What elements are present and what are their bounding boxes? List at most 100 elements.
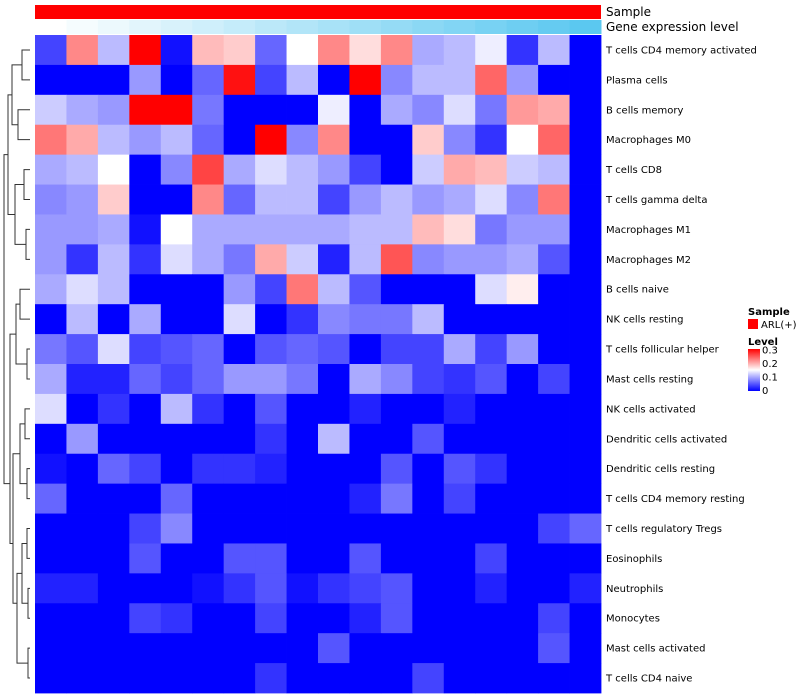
heatmap-cell xyxy=(538,543,570,574)
heatmap-cell xyxy=(349,453,382,485)
heatmap-cell xyxy=(380,573,413,604)
heatmap-cell xyxy=(35,94,67,126)
row-label: Eosinophils xyxy=(606,554,662,565)
heatmap-cell xyxy=(66,244,99,275)
heatmap-cell xyxy=(35,244,67,275)
heatmap-cell xyxy=(380,94,413,126)
legend-sample-entry: ARL(+) xyxy=(761,320,797,331)
heatmap-cell xyxy=(569,214,602,245)
heatmap-cell xyxy=(506,154,539,185)
heatmap-cell xyxy=(286,393,319,425)
heatmap-cell xyxy=(160,274,193,305)
heatmap-cell xyxy=(475,94,508,126)
heatmap-cell xyxy=(97,543,130,574)
heatmap-cell xyxy=(35,304,67,335)
heatmap-cell xyxy=(192,184,225,215)
heatmap-cell xyxy=(569,334,602,365)
heatmap-cell xyxy=(286,573,319,604)
heatmap-cell xyxy=(475,334,508,365)
heatmap-cell xyxy=(223,603,256,634)
heatmap-cell xyxy=(443,64,476,96)
heatmap-cell xyxy=(66,603,99,634)
heatmap-cell xyxy=(66,334,99,365)
heatmap-cell xyxy=(349,663,382,694)
heatmap-cell xyxy=(160,423,193,455)
heatmap-cell xyxy=(506,423,539,455)
expression-level-cell xyxy=(286,20,319,34)
heatmap-cell xyxy=(223,543,256,574)
row-label: T cells CD4 memory resting xyxy=(605,494,745,505)
heatmap-cell xyxy=(192,35,225,66)
heatmap-cell xyxy=(255,35,287,66)
heatmap-cell xyxy=(443,124,476,156)
heatmap-cell xyxy=(223,304,256,335)
heatmap-cell xyxy=(97,154,130,185)
heatmap-cell xyxy=(569,364,602,395)
heatmap-cell xyxy=(443,274,476,305)
row-label: Mast cells resting xyxy=(606,374,693,385)
heatmap-cell xyxy=(66,274,99,305)
heatmap-cell xyxy=(443,94,476,126)
heatmap-cell xyxy=(443,154,476,185)
heatmap-cell xyxy=(97,633,130,664)
heatmap-cell xyxy=(569,64,602,96)
heatmap-cell xyxy=(318,393,350,425)
expression-level-cell xyxy=(569,20,602,34)
row-label: B cells naive xyxy=(606,285,669,296)
heatmap-cell xyxy=(412,64,445,96)
sample-annotation-label: Sample xyxy=(606,5,651,19)
heatmap-cell xyxy=(412,573,445,604)
row-label: Dendritic cells activated xyxy=(606,434,727,445)
heatmap-cell xyxy=(506,663,539,694)
heatmap-cell xyxy=(412,453,445,485)
expression-level-cell xyxy=(223,20,256,34)
legend-sample-title: Sample xyxy=(748,307,790,318)
row-label: T cells CD4 naive xyxy=(605,674,692,685)
heatmap-cell xyxy=(475,364,508,395)
heatmap-cell xyxy=(255,453,287,485)
heatmap-cell xyxy=(223,364,256,395)
heatmap-cell xyxy=(506,364,539,395)
heatmap-cell xyxy=(318,483,350,514)
heatmap-cell xyxy=(569,274,602,305)
heatmap-cell xyxy=(255,244,287,275)
heatmap-cell xyxy=(129,244,162,275)
row-label: Plasma cells xyxy=(606,75,668,86)
heatmap-cell xyxy=(255,513,287,544)
heatmap-cell xyxy=(255,603,287,634)
heatmap-cell xyxy=(506,35,539,66)
heatmap-cell xyxy=(255,663,287,694)
heatmap-cell xyxy=(97,513,130,544)
heatmap-cell xyxy=(66,154,99,185)
heatmap-cell xyxy=(66,94,99,126)
heatmap-cell xyxy=(538,64,570,96)
heatmap-cell xyxy=(160,603,193,634)
heatmap-cell xyxy=(35,393,67,425)
heatmap-cell xyxy=(129,453,162,485)
heatmap-cell xyxy=(160,154,193,185)
heatmap-cell xyxy=(318,573,350,604)
heatmap-cell xyxy=(475,304,508,335)
expression-level-cell xyxy=(349,20,382,34)
heatmap-cell xyxy=(349,124,382,156)
heatmap-cell xyxy=(192,214,225,245)
heatmap-cell xyxy=(35,35,67,66)
heatmap-cell xyxy=(380,603,413,634)
heatmap-cell xyxy=(538,304,570,335)
heatmap-cell xyxy=(286,483,319,514)
heatmap-cell xyxy=(97,364,130,395)
heatmap-cell xyxy=(66,35,99,66)
heatmap-cell xyxy=(192,94,225,126)
heatmap-cell xyxy=(255,423,287,455)
heatmap-cell xyxy=(129,154,162,185)
heatmap-cell xyxy=(443,423,476,455)
row-label: T cells gamma delta xyxy=(605,195,707,206)
legend-level-tick: 0 xyxy=(762,386,768,397)
heatmap-cell xyxy=(160,94,193,126)
heatmap-cell xyxy=(318,274,350,305)
heatmap-cell xyxy=(129,274,162,305)
heatmap-cell xyxy=(192,543,225,574)
heatmap-cell xyxy=(66,304,99,335)
row-label: Macrophages M1 xyxy=(606,225,691,236)
heatmap-cell xyxy=(318,334,350,365)
